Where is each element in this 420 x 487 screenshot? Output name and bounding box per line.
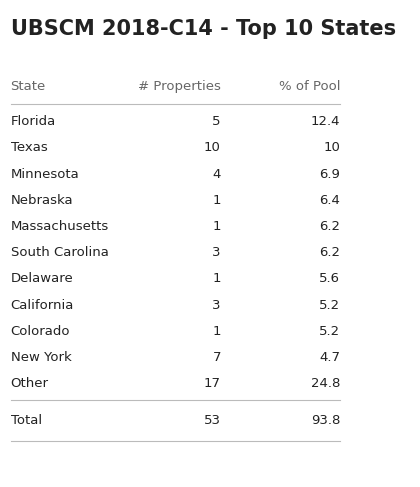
Text: 6.4: 6.4 (319, 194, 340, 207)
Text: 10: 10 (323, 141, 340, 154)
Text: 3: 3 (213, 299, 221, 312)
Text: Nebraska: Nebraska (10, 194, 73, 207)
Text: 53: 53 (204, 414, 221, 427)
Text: 1: 1 (213, 194, 221, 207)
Text: 5: 5 (213, 115, 221, 128)
Text: State: State (10, 80, 46, 94)
Text: 17: 17 (204, 377, 221, 390)
Text: 1: 1 (213, 272, 221, 285)
Text: 12.4: 12.4 (311, 115, 340, 128)
Text: Minnesota: Minnesota (10, 168, 79, 181)
Text: 4.7: 4.7 (319, 351, 340, 364)
Text: Colorado: Colorado (10, 325, 70, 338)
Text: 6.9: 6.9 (319, 168, 340, 181)
Text: Texas: Texas (10, 141, 47, 154)
Text: Total: Total (10, 414, 42, 427)
Text: 5.6: 5.6 (319, 272, 340, 285)
Text: # Properties: # Properties (138, 80, 221, 94)
Text: Florida: Florida (10, 115, 56, 128)
Text: California: California (10, 299, 74, 312)
Text: 6.2: 6.2 (319, 246, 340, 259)
Text: 5.2: 5.2 (319, 299, 340, 312)
Text: 5.2: 5.2 (319, 325, 340, 338)
Text: 3: 3 (213, 246, 221, 259)
Text: 6.2: 6.2 (319, 220, 340, 233)
Text: UBSCM 2018-C14 - Top 10 States: UBSCM 2018-C14 - Top 10 States (10, 19, 396, 39)
Text: 10: 10 (204, 141, 221, 154)
Text: Massachusetts: Massachusetts (10, 220, 109, 233)
Text: Delaware: Delaware (10, 272, 73, 285)
Text: 1: 1 (213, 220, 221, 233)
Text: 24.8: 24.8 (311, 377, 340, 390)
Text: 93.8: 93.8 (311, 414, 340, 427)
Text: 4: 4 (213, 168, 221, 181)
Text: New York: New York (10, 351, 71, 364)
Text: Other: Other (10, 377, 49, 390)
Text: South Carolina: South Carolina (10, 246, 108, 259)
Text: 7: 7 (213, 351, 221, 364)
Text: % of Pool: % of Pool (278, 80, 340, 94)
Text: 1: 1 (213, 325, 221, 338)
